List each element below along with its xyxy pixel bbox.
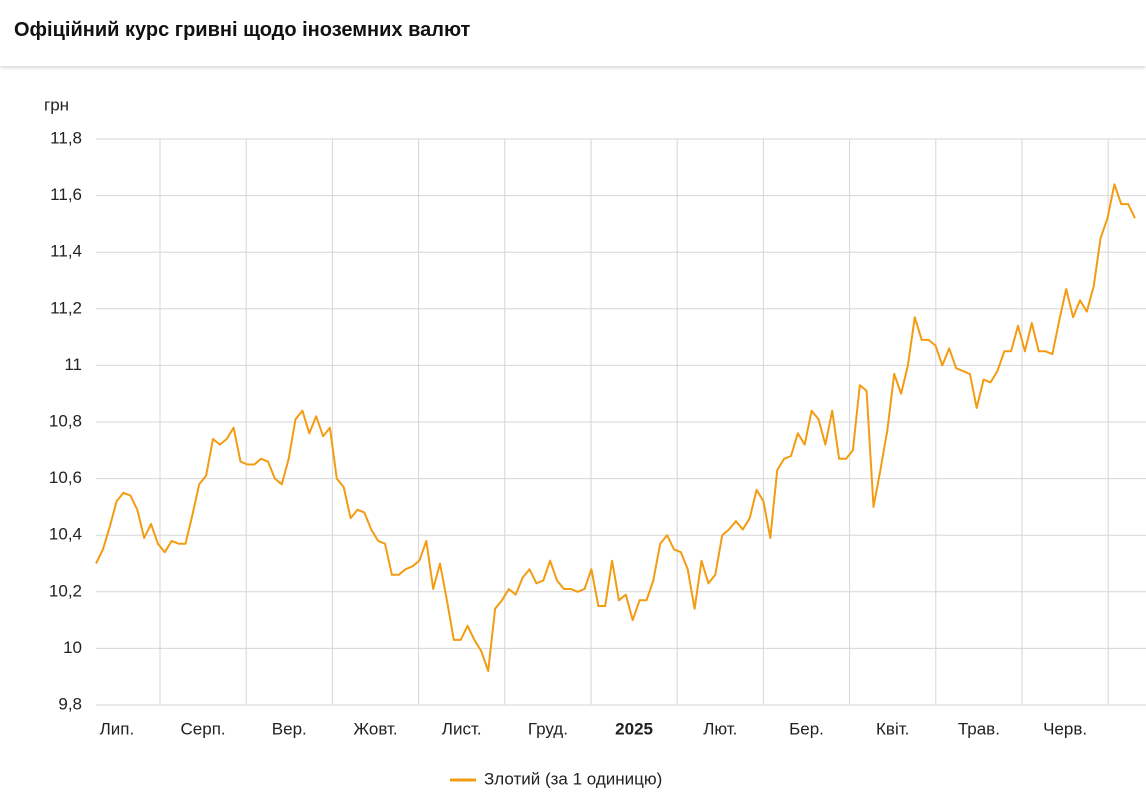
x-tick-label: Квіт. (876, 719, 909, 738)
x-tick-label: 2025 (615, 719, 653, 738)
y-tick-label: 10 (63, 638, 82, 657)
y-tick-label: 10,6 (49, 468, 82, 487)
page-title: Офіційний курс гривні щодо іноземних вал… (14, 19, 471, 41)
y-tick-label: 10,8 (49, 411, 82, 430)
x-tick-label: Лют. (703, 719, 737, 738)
line (95, 183, 1136, 672)
x-tick-label: Лип. (100, 719, 135, 738)
y-tick-label: 11 (64, 355, 82, 374)
y-tick-label: 11,6 (50, 185, 82, 204)
legend-label: Злотий (за 1 одиницю) (484, 769, 662, 788)
x-tick-label: Вер. (272, 719, 307, 738)
x-tick-label: Серп. (181, 719, 226, 738)
y-tick-label: 9,8 (58, 694, 82, 713)
x-tick-label: Жовт. (353, 719, 397, 738)
x-tick-label: Лист. (442, 719, 482, 738)
y-unit: грн (44, 95, 69, 114)
x-tick-label: Трав. (958, 719, 1000, 738)
y-tick-label: 11,4 (50, 242, 82, 261)
x-tick-label: Бер. (789, 719, 824, 738)
y-tick-label: 10,2 (49, 581, 82, 600)
y-tick-label: 11,2 (50, 298, 82, 317)
y-tick-label: 10,4 (49, 525, 82, 544)
x-tick-label: Груд. (528, 719, 568, 738)
y-tick-label: 11,8 (50, 128, 82, 147)
x-tick-label: Черв. (1043, 719, 1087, 738)
header: Офіційний курс гривні щодо іноземних вал… (0, 0, 1146, 66)
